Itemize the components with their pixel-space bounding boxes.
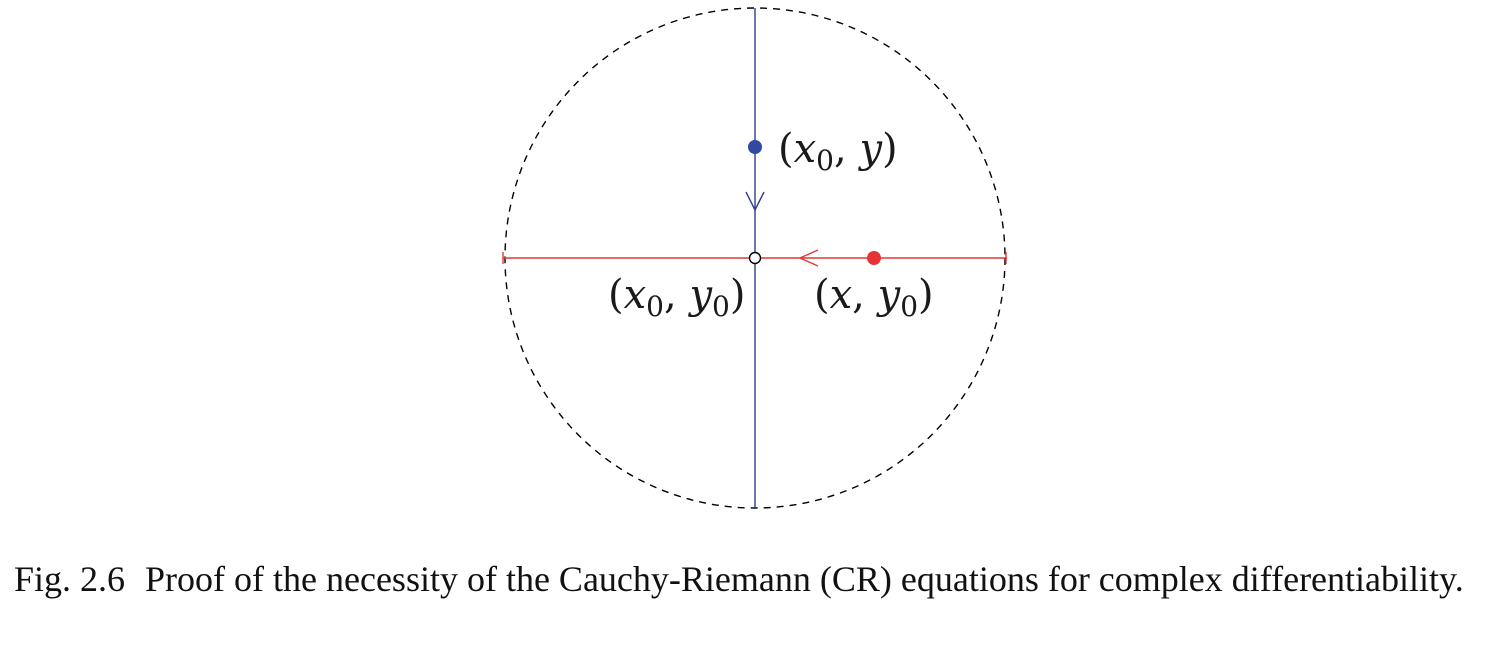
caption-text: Proof of the necessity of the Cauchy-Rie… [145,559,1464,599]
figure-number: Fig. 2.6 [14,559,126,599]
point-x-y0 [867,251,881,265]
down-arrow-icon [745,191,765,212]
label-x0-y: (x0, y) [778,126,898,177]
label-x0-y0: (x0, y0) [608,272,745,323]
label-x-y0: (x, y0) [814,272,934,323]
figure-caption: Fig. 2.6 Proof of the necessity of the Ca… [14,556,1499,602]
point-x0-y [748,140,762,154]
cauchy-riemann-diagram: (x0, y) (x0, y0) (x, y0) [502,7,1007,509]
left-arrow-icon [798,249,819,267]
point-x0-y0 [748,251,762,265]
